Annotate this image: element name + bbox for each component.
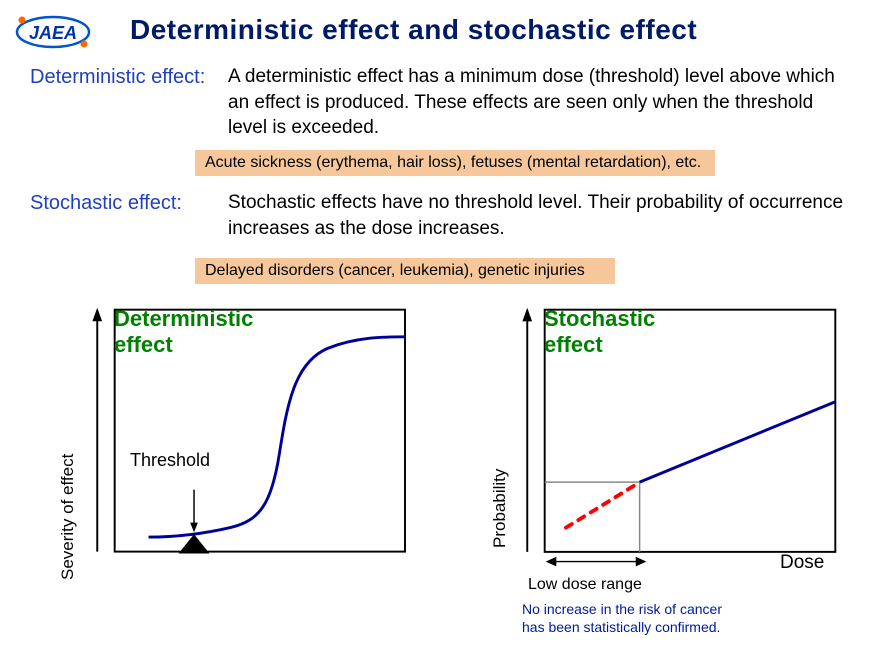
stochastic-chart-title: Stochasticeffect [544,306,655,359]
right-y-axis-label: Probability [490,469,510,548]
dose-axis-label: Dose [780,552,824,574]
stochastic-highlight: Delayed disorders (cancer, leukemia), ge… [195,258,615,284]
page-title: Deterministic effect and stochastic effe… [130,14,697,46]
jaea-logo: JAEA [14,12,92,52]
stochastic-footnote: No increase in the risk of cancerhas bee… [522,600,722,636]
deterministic-highlight: Acute sickness (erythema, hair loss), fe… [195,150,715,176]
low-dose-label: Low dose range [528,576,642,594]
threshold-label: Threshold [130,450,210,471]
deterministic-label: Deterministic effect: [30,66,205,89]
deterministic-chart-title: Deterministiceffect [114,306,253,359]
stochastic-label: Stochastic effect: [30,192,182,215]
stochastic-body: Stochastic effects have no threshold lev… [228,190,858,241]
deterministic-body: A deterministic effect has a minimum dos… [228,64,848,141]
deterministic-chart: Deterministiceffect Threshold [90,300,420,600]
logo-text: JAEA [29,23,77,43]
left-y-axis-label: Severity of effect [58,454,78,580]
